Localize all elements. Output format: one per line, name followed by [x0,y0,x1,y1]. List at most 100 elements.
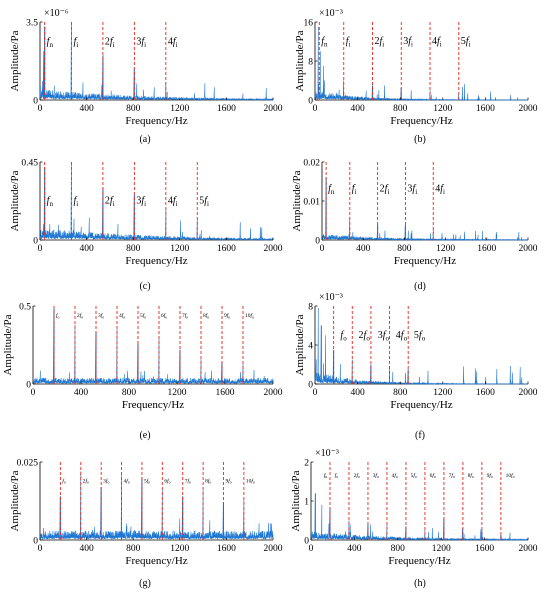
x-tick-label: 0 [38,244,43,254]
y-tick-label: 3.5 [26,19,38,29]
x-tick-label: 400 [79,104,94,114]
x-tick-label: 800 [126,244,141,254]
x-tick-label: 1200 [432,544,451,554]
harmonic-label-0: fn [47,36,54,49]
x-tick-label: 400 [347,544,362,554]
series-line [32,309,274,385]
harmonic-label-3: 3fi [136,196,146,209]
x-tick-label: 0 [31,388,36,398]
x-tick-label: 800 [126,104,141,114]
harmonic-label-7: 8fo [203,312,209,319]
y-multiplier: ×10⁻⁶ [44,8,69,19]
x-tick-label: 0 [313,388,318,398]
chart-h: fn fo 2fo 3fo 4fo 5fo 6fo 7fo 8fo 9fo 10fo 0 400 800 1… [290,448,538,589]
y-tick-label: 16 [304,19,314,29]
harmonic-label-0: fo [340,330,347,343]
x-tick-label: 800 [393,104,408,114]
x-axis-label: Frequency/Hz [125,555,187,567]
harmonic-label-4: 4fi [432,36,442,49]
x-tick-label: 0 [38,104,43,114]
harmonic-label-3: 4fo [119,312,125,319]
harmonic-label-5: 6fo [164,477,170,484]
caption-c: (c) [139,281,150,292]
x-tick-label: 1200 [168,388,187,398]
y-tick-label: 0 [304,537,309,547]
y-axis-label: Amplitude/Pa [290,470,302,531]
y-tick-label: 0 [33,237,38,247]
harmonic-label-0: fo [62,477,66,484]
harmonic-label-1: fo [335,472,339,479]
caption-g: (g) [139,578,151,589]
harmonic-label-0: fn [47,196,54,209]
x-tick-label: 2000 [264,104,283,114]
harmonic-label-2: 2fo [354,472,360,479]
x-tick-label: 1600 [475,544,494,554]
x-tick-label: 0 [38,544,43,554]
y-tick-label: 2 [304,459,309,469]
y-tick-label: 0 [315,237,320,247]
y-tick-label: 8 [308,303,313,313]
harmonic-label-3: 3fo [373,472,379,479]
harmonic-label-8: 8fo [468,472,474,479]
y-tick-label: 8 [308,58,313,68]
x-tick-label: 0 [309,544,314,554]
harmonic-label-6: 6fo [430,472,436,479]
harmonic-label-9: 9fo [487,472,493,479]
harmonic-label-4: 5fo [140,312,146,319]
x-axis-label: Frequency/Hz [125,115,187,127]
x-tick-label: 1200 [433,388,452,398]
series-line [39,471,274,540]
x-tick-label: 800 [391,544,406,554]
harmonic-label-1: 2fo [359,330,371,343]
harmonic-label-2: 3fo [103,477,109,484]
harmonic-label-1: fi [346,36,351,49]
harmonic-label-7: 7fo [449,472,455,479]
harmonic-label-2: 2fi [380,183,390,196]
x-tick-label: 1600 [217,104,236,114]
harmonic-label-0: fn [328,183,335,196]
x-tick-label: 1200 [436,244,455,254]
x-tick-label: 2000 [519,388,538,398]
harmonic-label-3: 4fo [124,477,130,484]
series-line [314,307,529,386]
harmonic-label-3: 3fi [136,36,146,49]
chart-f: fo 2fo 3fo 4fo 5fo 0 400 800 1200 1600 2000 0 4 8 ×10⁻… [294,292,538,441]
y-tick-label: 1 [304,498,309,508]
x-axis-label: Frequency/Hz [122,399,184,411]
harmonic-label-5: 5fi [461,36,471,49]
x-tick-label: 2000 [264,544,283,554]
y-axis-label: Amplitude/Pa [9,170,21,231]
chart-g: fo 2fo 3fo 4fo 5fo 6fo 7fo 8fo 9fo 10fo 0 400 800 120… [9,459,283,590]
y-multiplier: ×10⁻³ [319,8,343,19]
x-tick-label: 1200 [170,244,189,254]
x-tick-label: 400 [74,388,89,398]
harmonic-label-4: 4fi [168,36,178,49]
harmonic-label-10: 10fo [506,472,515,479]
chart-b: fn fi 2fi 3fi 4fi 5fi 0 400 800 1200 1600 2000 0 8 16 ×… [294,8,538,145]
harmonic-label-5: 5fi [199,196,209,209]
x-tick-label: 800 [397,244,412,254]
y-axis-label: Amplitude/Pa [291,170,303,231]
x-axis-label: Frequency/Hz [388,555,450,567]
caption-h: (h) [414,578,426,589]
x-tick-label: 800 [393,388,408,398]
x-axis-label: Frequency/Hz [394,255,456,267]
x-tick-label: 2000 [519,104,538,114]
y-tick-label: 4 [308,342,313,352]
x-tick-label: 2000 [519,244,538,254]
chart-a: fn fi 2fi 3fi 4fi 0 400 800 1200 1600 2000 0 3.5 ×10⁻… [9,8,283,145]
y-axis-label: Amplitude/Pa [9,470,21,531]
x-tick-label: 800 [126,544,141,554]
chart-e: fo 2fo 3fo 4fo 5fo 6fo 7fo 8fo 9fo 10fo 0 400 800 120… [2,303,283,442]
harmonic-label-6: 7fo [182,312,188,319]
series-line [310,493,529,542]
x-tick-label: 2000 [264,244,283,254]
x-tick-label: 400 [350,388,365,398]
harmonic-label-1: fi [352,183,357,196]
harmonic-label-7: 8fo [205,477,211,484]
caption-f: (f) [415,430,425,441]
x-tick-label: 400 [350,104,365,114]
x-axis-label: Frequency/Hz [390,115,452,127]
caption-b: (b) [414,134,426,145]
